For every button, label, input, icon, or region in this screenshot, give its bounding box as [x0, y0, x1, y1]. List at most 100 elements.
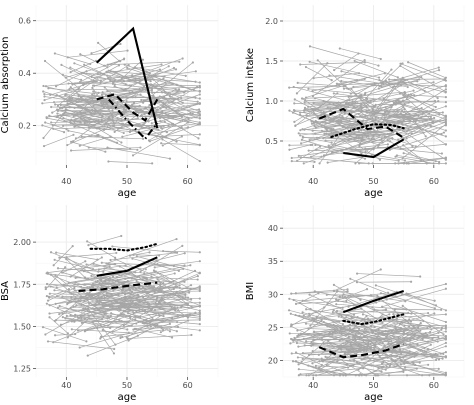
subject-line — [346, 144, 388, 150]
subject-point — [396, 363, 399, 367]
subject-point — [194, 311, 197, 314]
subject-point — [336, 360, 339, 363]
subject-point — [129, 130, 132, 133]
subject-point — [149, 325, 152, 328]
subject-point — [352, 304, 355, 307]
subject-line — [49, 317, 69, 334]
subject-line — [367, 348, 414, 364]
subject-point — [326, 62, 329, 65]
subject-line — [112, 246, 176, 253]
subject-line — [346, 316, 387, 337]
subject-point — [444, 351, 447, 354]
subject-point — [54, 274, 57, 277]
subject-point — [363, 346, 366, 350]
subject-point — [357, 374, 361, 377]
subject-point — [444, 336, 447, 340]
subject-line — [379, 300, 447, 323]
subject-point — [56, 104, 60, 107]
subject-point — [400, 321, 403, 324]
subject-line — [403, 152, 440, 163]
subject-point — [390, 354, 393, 357]
subject-line — [291, 290, 348, 294]
subject-line — [81, 136, 144, 140]
subject-line — [147, 317, 173, 327]
subject-point — [111, 245, 114, 248]
subject-point — [404, 300, 407, 303]
subject-line — [127, 334, 192, 339]
subject-point — [60, 63, 63, 66]
subject-point — [144, 115, 147, 118]
subject-point — [136, 334, 139, 337]
subject-point — [72, 133, 75, 136]
subject-line — [400, 143, 446, 150]
x-tick-label: 40 — [308, 381, 318, 390]
subject-point — [178, 284, 181, 287]
subject-line — [83, 72, 115, 82]
subject-point — [198, 93, 201, 96]
subject-line — [295, 300, 347, 305]
subject-line — [162, 136, 183, 146]
subject-line — [338, 300, 373, 308]
subject-point — [64, 94, 67, 97]
subject-point — [112, 352, 116, 355]
subject-point — [388, 78, 391, 81]
subject-point — [96, 279, 99, 283]
subject-point — [45, 282, 49, 286]
subject-line — [79, 326, 151, 348]
subject-point — [376, 352, 379, 356]
subject-point — [444, 76, 447, 79]
subject-point — [125, 100, 128, 103]
subject-point — [289, 337, 293, 341]
subject-point — [341, 115, 344, 118]
subject-point — [122, 58, 126, 61]
summary-line-dashed — [96, 93, 159, 122]
summary-line-solid — [342, 290, 405, 314]
subject-line — [344, 90, 414, 107]
subject-point — [441, 111, 444, 114]
subject-line — [61, 113, 92, 117]
subject-point — [181, 57, 184, 60]
subject-point — [288, 86, 291, 89]
subject-point — [379, 339, 382, 342]
subject-trajectories — [287, 268, 447, 377]
subject-point — [51, 111, 54, 114]
subject-line — [403, 81, 446, 93]
subject-line — [62, 295, 92, 297]
subject-point — [299, 63, 302, 66]
subject-point — [371, 107, 374, 110]
subject-line — [56, 94, 108, 119]
subject-point — [84, 260, 87, 263]
subject-point — [198, 159, 201, 163]
subject-line — [129, 251, 150, 256]
subject-point — [67, 129, 70, 132]
subject-line — [155, 75, 200, 83]
subject-line — [333, 118, 361, 126]
subject-point — [378, 355, 381, 358]
subject-point — [138, 104, 141, 107]
subject-point — [180, 96, 183, 100]
subject-point — [380, 331, 384, 334]
subject-point — [305, 374, 308, 377]
subject-line — [135, 303, 188, 306]
subject-point — [96, 297, 99, 300]
subject-line — [313, 72, 360, 79]
subject-line — [74, 62, 108, 77]
subject-point — [130, 277, 133, 280]
subject-line — [395, 157, 446, 164]
subject-point — [61, 316, 64, 319]
y-axis-label: Calcium absorption — [0, 37, 11, 134]
subject-point — [338, 47, 341, 50]
subject-point — [106, 295, 109, 298]
subject-line — [136, 256, 200, 274]
subject-line — [329, 132, 355, 148]
subject-point — [91, 108, 94, 112]
subject-point — [346, 290, 349, 293]
subject-line — [339, 82, 405, 86]
subject-line — [163, 250, 200, 253]
subject-point — [307, 87, 310, 90]
subject-point — [366, 317, 370, 320]
subject-point — [100, 103, 104, 107]
subject-point — [403, 102, 406, 106]
subject-line — [364, 323, 404, 333]
